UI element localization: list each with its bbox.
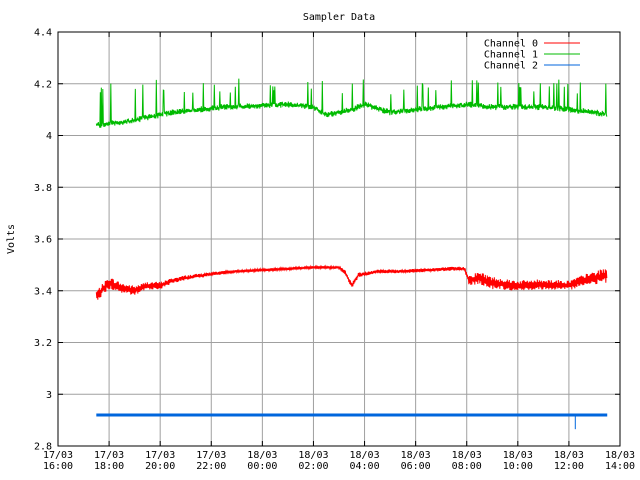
- ticks: 2.8 3 3.2 3.4 3.6 3.8 4 4.2 4.4 17/03 16:00 17/03 18…: [34, 28, 635, 473]
- chart-title: Sampler Data: [303, 12, 375, 23]
- y-tick-label: 2.8: [34, 442, 52, 453]
- y-tick-label: 3.6: [34, 235, 52, 246]
- x-tick-label: 17/03 20:00: [145, 450, 175, 472]
- y-tick-label: 4: [46, 131, 52, 142]
- x-tick-label: 17/03 16:00: [43, 450, 73, 472]
- x-tick-label: 18/03 02:00: [298, 450, 328, 472]
- y-tick-label: 3.2: [34, 338, 52, 349]
- x-tick-label: 18/03 00:00: [247, 450, 277, 472]
- x-tick-label: 18/03 06:00: [401, 450, 431, 472]
- y-tick-label: 3.8: [34, 183, 52, 194]
- series-layer: [95, 78, 608, 430]
- y-tick-label: 3: [46, 390, 52, 401]
- x-tick-label: 17/03 22:00: [196, 450, 226, 472]
- y-tick-label: 3.4: [34, 286, 52, 297]
- y-axis-label: Volts: [6, 224, 17, 254]
- x-tick-label: 18/03 04:00: [349, 450, 379, 472]
- grid: [58, 32, 620, 446]
- series-channel-0-line: [95, 264, 608, 300]
- x-tick-label: 18/03 10:00: [503, 450, 533, 472]
- x-tick-label: 18/03 12:00: [554, 450, 584, 472]
- x-tick-label: 17/03 18:00: [94, 450, 124, 472]
- x-tick-label: 18/03 08:00: [452, 450, 482, 472]
- y-tick-label: 4.4: [34, 28, 52, 39]
- legend-label: Channel 1: [484, 50, 538, 61]
- y-tick-label: 4.2: [34, 79, 52, 90]
- series-channel-1-line: [95, 78, 608, 128]
- legend-label: Channel 2: [484, 61, 538, 72]
- legend-label: Channel 0: [484, 39, 538, 50]
- x-tick-label: 18/03 14:00: [605, 450, 635, 472]
